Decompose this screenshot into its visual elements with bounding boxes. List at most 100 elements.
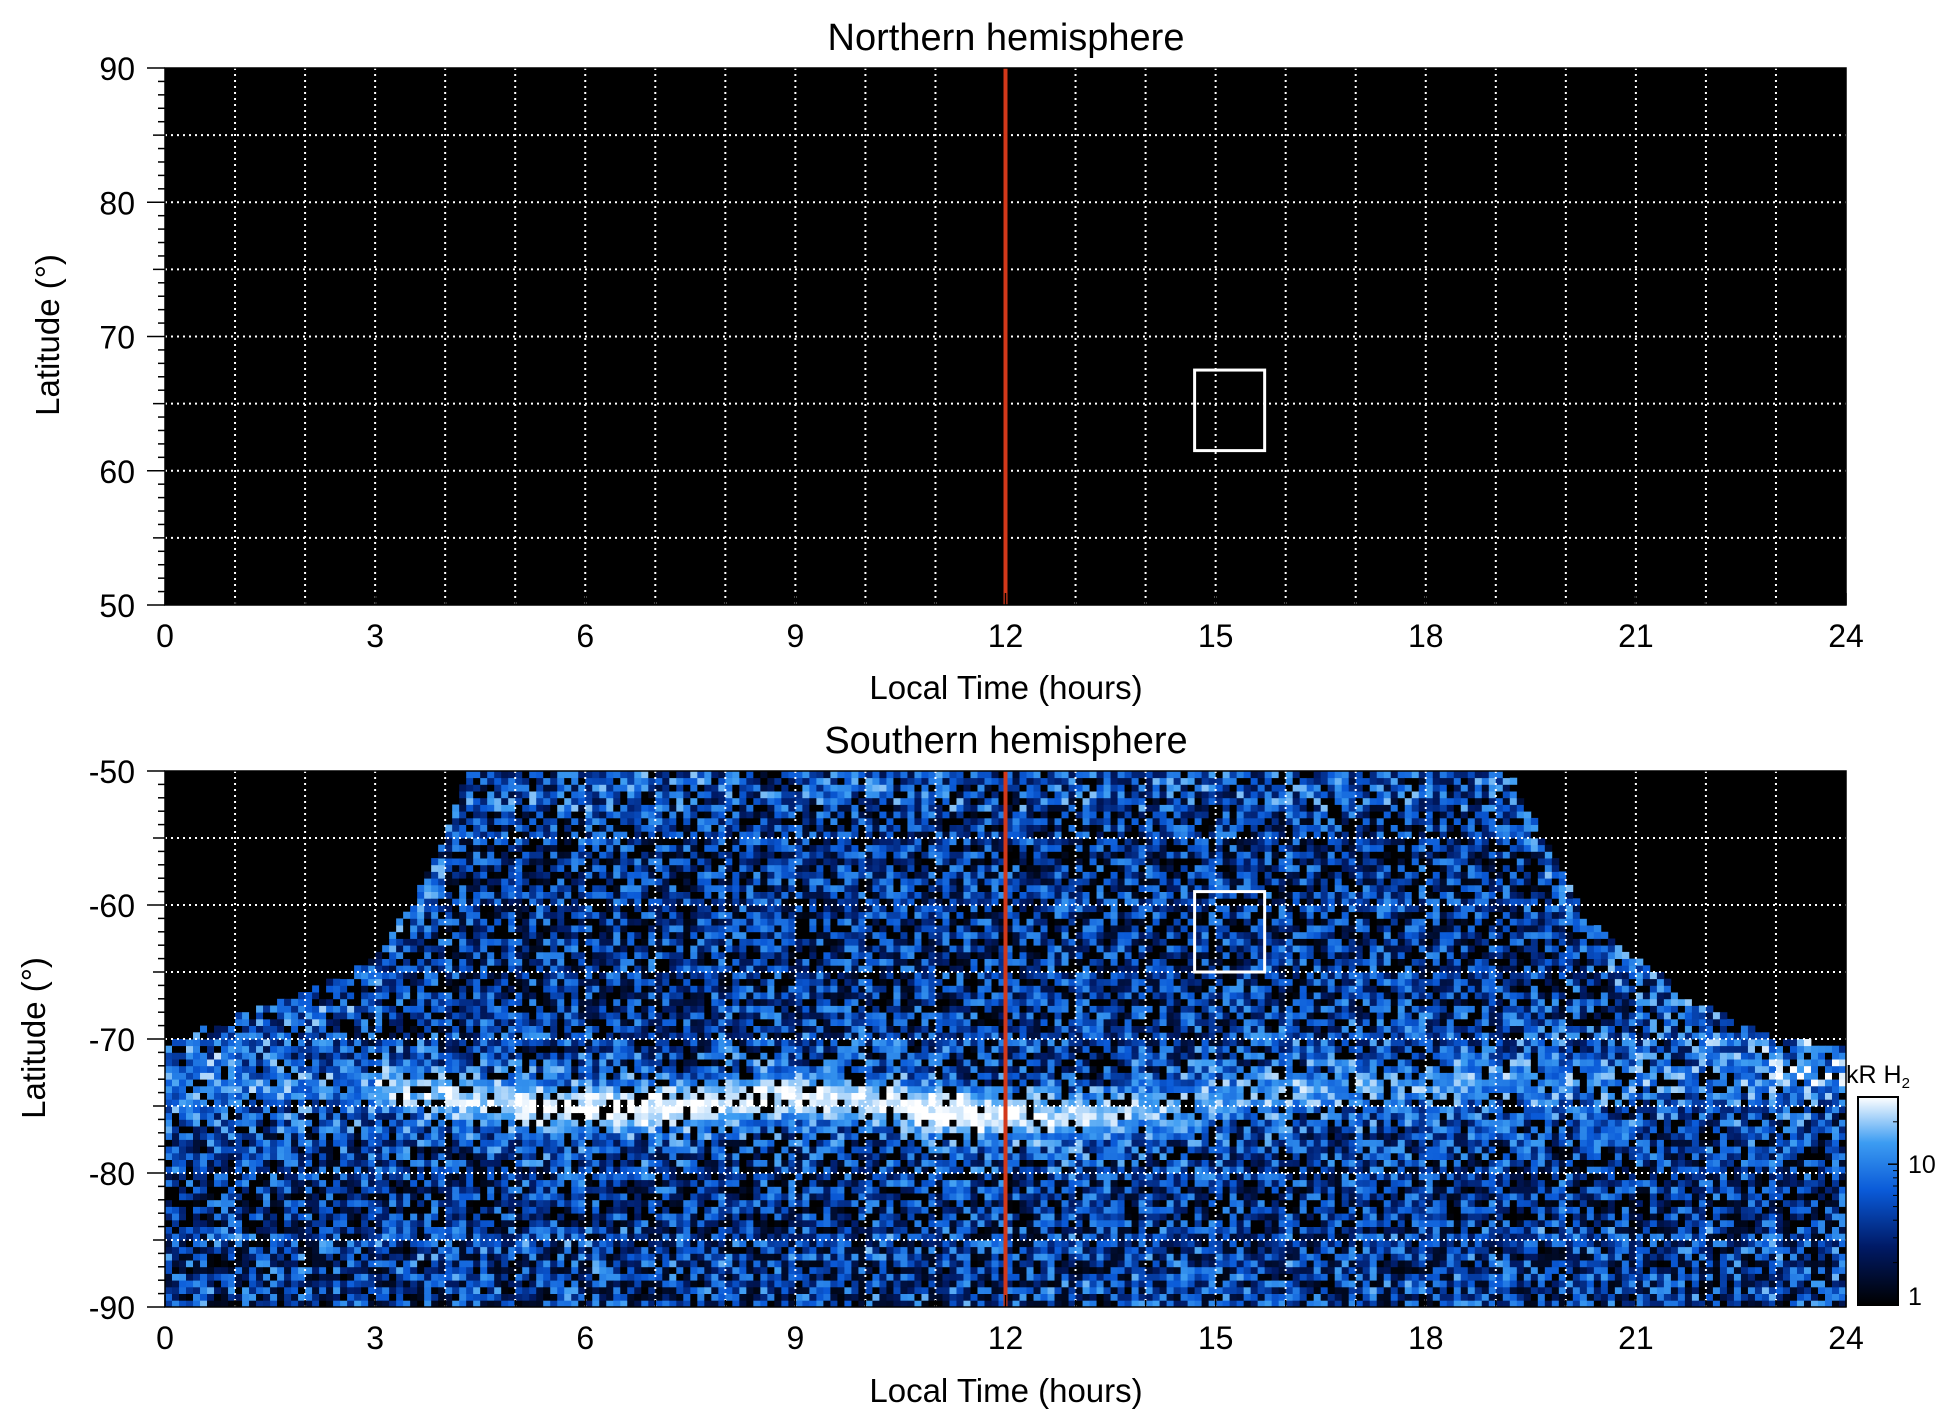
emission-cell bbox=[228, 1018, 236, 1026]
emission-cell bbox=[634, 998, 642, 1006]
emission-cell bbox=[585, 1293, 593, 1301]
emission-cell bbox=[179, 1219, 187, 1227]
emission-cell bbox=[193, 1273, 201, 1281]
emission-cell bbox=[200, 1273, 208, 1281]
emission-cell bbox=[662, 1199, 670, 1207]
emission-cell bbox=[599, 824, 607, 832]
emission-cell bbox=[221, 1260, 229, 1268]
emission-cell bbox=[186, 1226, 194, 1234]
emission-cell bbox=[228, 1273, 236, 1281]
emission-cell bbox=[543, 1213, 551, 1221]
emission-cell bbox=[200, 1106, 208, 1114]
emission-cell bbox=[445, 1193, 453, 1201]
emission-cell bbox=[620, 1132, 628, 1140]
emission-cell bbox=[543, 858, 551, 866]
emission-cell bbox=[438, 1106, 446, 1114]
emission-cell bbox=[690, 1112, 698, 1120]
emission-cell bbox=[424, 871, 432, 879]
emission-cell bbox=[424, 945, 432, 953]
emission-cell bbox=[564, 1293, 572, 1301]
emission-cell bbox=[312, 1206, 320, 1214]
emission-cell bbox=[403, 1240, 411, 1248]
emission-cell bbox=[599, 1065, 607, 1073]
emission-cell bbox=[221, 1139, 229, 1147]
emission-cell bbox=[515, 898, 523, 906]
emission-cell bbox=[662, 864, 670, 872]
emission-cell bbox=[256, 1246, 264, 1254]
emission-cell bbox=[487, 1206, 495, 1214]
emission-cell bbox=[354, 1092, 362, 1100]
emission-cell bbox=[466, 1199, 474, 1207]
emission-cell bbox=[459, 1253, 467, 1261]
emission-cell bbox=[592, 1166, 600, 1174]
emission-cell bbox=[655, 1219, 663, 1227]
emission-cell bbox=[655, 1112, 663, 1120]
emission-cell bbox=[501, 858, 509, 866]
emission-cell bbox=[298, 1260, 306, 1268]
emission-cell bbox=[361, 1012, 369, 1020]
emission-cell bbox=[256, 1260, 264, 1268]
emission-cell bbox=[487, 1005, 495, 1013]
emission-cell bbox=[578, 1166, 586, 1174]
emission-cell bbox=[669, 1099, 677, 1107]
emission-cell bbox=[389, 1233, 397, 1241]
emission-cell bbox=[522, 958, 530, 966]
emission-cell bbox=[368, 1092, 376, 1100]
emission-cell bbox=[333, 1012, 341, 1020]
emission-cell bbox=[368, 1059, 376, 1067]
emission-cell bbox=[207, 1072, 215, 1080]
emission-cell bbox=[473, 791, 481, 799]
emission-cell bbox=[249, 1246, 257, 1254]
emission-cell bbox=[200, 1206, 208, 1214]
emission-cell bbox=[683, 1146, 691, 1154]
emission-cell bbox=[312, 1106, 320, 1114]
emission-cell bbox=[326, 1045, 334, 1053]
emission-cell bbox=[550, 1112, 558, 1120]
emission-cell bbox=[200, 1159, 208, 1167]
emission-cell bbox=[683, 1199, 691, 1207]
emission-cell bbox=[676, 1052, 684, 1060]
emission-cell bbox=[291, 1199, 299, 1207]
emission-cell bbox=[473, 985, 481, 993]
emission-cell bbox=[382, 1099, 390, 1107]
emission-cell bbox=[424, 1018, 432, 1026]
emission-cell bbox=[634, 1059, 642, 1067]
emission-cell bbox=[410, 1273, 418, 1281]
emission-cell bbox=[627, 1052, 635, 1060]
emission-cell bbox=[494, 791, 502, 799]
emission-cell bbox=[550, 844, 558, 852]
emission-cell bbox=[620, 1092, 628, 1100]
emission-cell bbox=[445, 911, 453, 919]
emission-cell bbox=[655, 1059, 663, 1067]
emission-cell bbox=[452, 1293, 460, 1301]
emission-cell bbox=[249, 1253, 257, 1261]
emission-cell bbox=[578, 898, 586, 906]
emission-cell bbox=[648, 1293, 656, 1301]
emission-cell bbox=[242, 1179, 250, 1187]
emission-cell bbox=[529, 985, 537, 993]
emission-cell bbox=[599, 1266, 607, 1274]
emission-cell bbox=[599, 858, 607, 866]
emission-cell bbox=[459, 1293, 467, 1301]
emission-cell bbox=[508, 844, 516, 852]
emission-cell bbox=[445, 1072, 453, 1080]
emission-cell bbox=[515, 1139, 523, 1147]
emission-cell bbox=[431, 1052, 439, 1060]
emission-cell bbox=[585, 1166, 593, 1174]
emission-cell bbox=[599, 1052, 607, 1060]
emission-cell bbox=[550, 797, 558, 805]
emission-cell bbox=[459, 931, 467, 939]
emission-cell bbox=[235, 1092, 243, 1100]
emission-cell bbox=[620, 811, 628, 819]
emission-cell bbox=[557, 958, 565, 966]
emission-cell bbox=[466, 1039, 474, 1047]
emission-cell bbox=[571, 864, 579, 872]
emission-cell bbox=[249, 1226, 257, 1234]
emission-cell bbox=[382, 1106, 390, 1114]
emission-cell bbox=[438, 1146, 446, 1154]
emission-cell bbox=[578, 878, 586, 886]
emission-cell bbox=[410, 1280, 418, 1288]
emission-cell bbox=[480, 1226, 488, 1234]
emission-cell bbox=[683, 1159, 691, 1167]
emission-cell bbox=[382, 1119, 390, 1127]
